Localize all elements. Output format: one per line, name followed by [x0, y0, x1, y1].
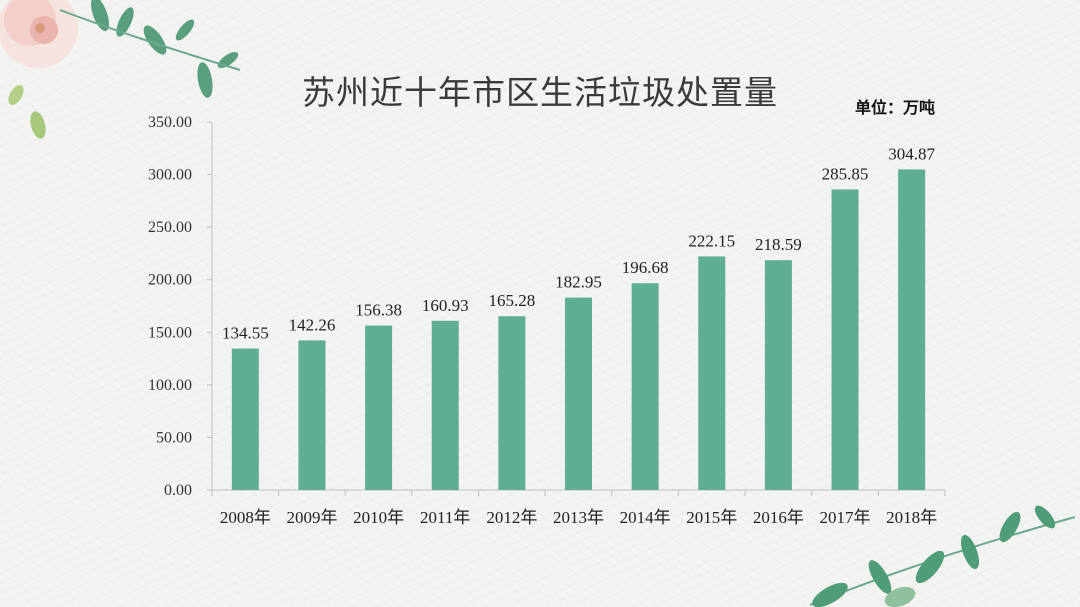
data-label: 222.15 — [688, 231, 735, 250]
y-tick-label: 0.00 — [164, 482, 192, 499]
data-label: 285.85 — [822, 164, 869, 183]
x-tick-label: 2016年 — [753, 508, 804, 527]
x-tick-label: 2015年 — [686, 508, 737, 527]
y-tick-label: 350.00 — [148, 114, 192, 131]
x-tick-label: 2012年 — [486, 508, 537, 527]
x-tick-label: 2018年 — [886, 508, 937, 527]
data-label: 156.38 — [355, 301, 402, 320]
bar — [698, 256, 726, 490]
bar — [565, 297, 592, 490]
y-tick-label: 150.00 — [148, 324, 192, 341]
flower-icon — [0, 0, 78, 68]
y-tick-label: 250.00 — [148, 219, 192, 236]
data-label: 134.55 — [222, 324, 269, 343]
bar — [231, 348, 259, 490]
leaves-icon — [809, 505, 1076, 607]
x-axis: 2008年 2009年 2010年 2011年 2012年 2013年 2014年 2015年… — [211, 489, 946, 527]
chart-title: 苏州近十年市区生活垃圾处置量 — [302, 73, 778, 112]
data-label: 160.93 — [422, 296, 469, 315]
bar — [831, 189, 859, 490]
flower-decoration-top-left — [0, 0, 241, 139]
bar — [898, 169, 926, 490]
bar — [631, 283, 659, 490]
data-labels: 134.55 142.26 156.38 160.93 165.28 182.95 196.… — [222, 144, 936, 342]
x-tick-label: 2013年 — [553, 508, 604, 527]
bar — [431, 320, 459, 490]
y-axis: 0.00 50.00 100.00 150.00 200.00 250.00 300.00 3… — [148, 114, 213, 499]
y-tick-label: 50.00 — [156, 429, 192, 446]
leaves-decoration-bottom-right — [809, 505, 1076, 607]
bar — [764, 260, 792, 490]
leaves-icon — [8, 0, 241, 139]
y-tick-label: 200.00 — [148, 272, 192, 289]
bar-series — [231, 169, 926, 490]
bar — [498, 316, 526, 490]
x-tick-label: 2014年 — [620, 508, 671, 527]
bar — [365, 325, 393, 490]
data-label: 165.28 — [488, 291, 535, 310]
data-label: 142.26 — [289, 315, 336, 334]
x-tick-label: 2008年 — [220, 508, 271, 527]
y-tick-label: 100.00 — [148, 377, 192, 394]
x-tick-label: 2011年 — [420, 508, 470, 527]
data-label: 182.95 — [555, 273, 602, 292]
data-label: 304.87 — [888, 144, 935, 163]
data-label: 218.59 — [755, 235, 802, 254]
x-tick-label: 2017年 — [820, 508, 871, 527]
y-tick-label: 300.00 — [148, 167, 192, 184]
data-label: 196.68 — [622, 258, 669, 277]
x-tick-label: 2009年 — [286, 508, 337, 527]
unit-label: 单位：万吨 — [854, 98, 935, 117]
bar — [298, 340, 326, 490]
x-tick-label: 2010年 — [353, 508, 404, 527]
